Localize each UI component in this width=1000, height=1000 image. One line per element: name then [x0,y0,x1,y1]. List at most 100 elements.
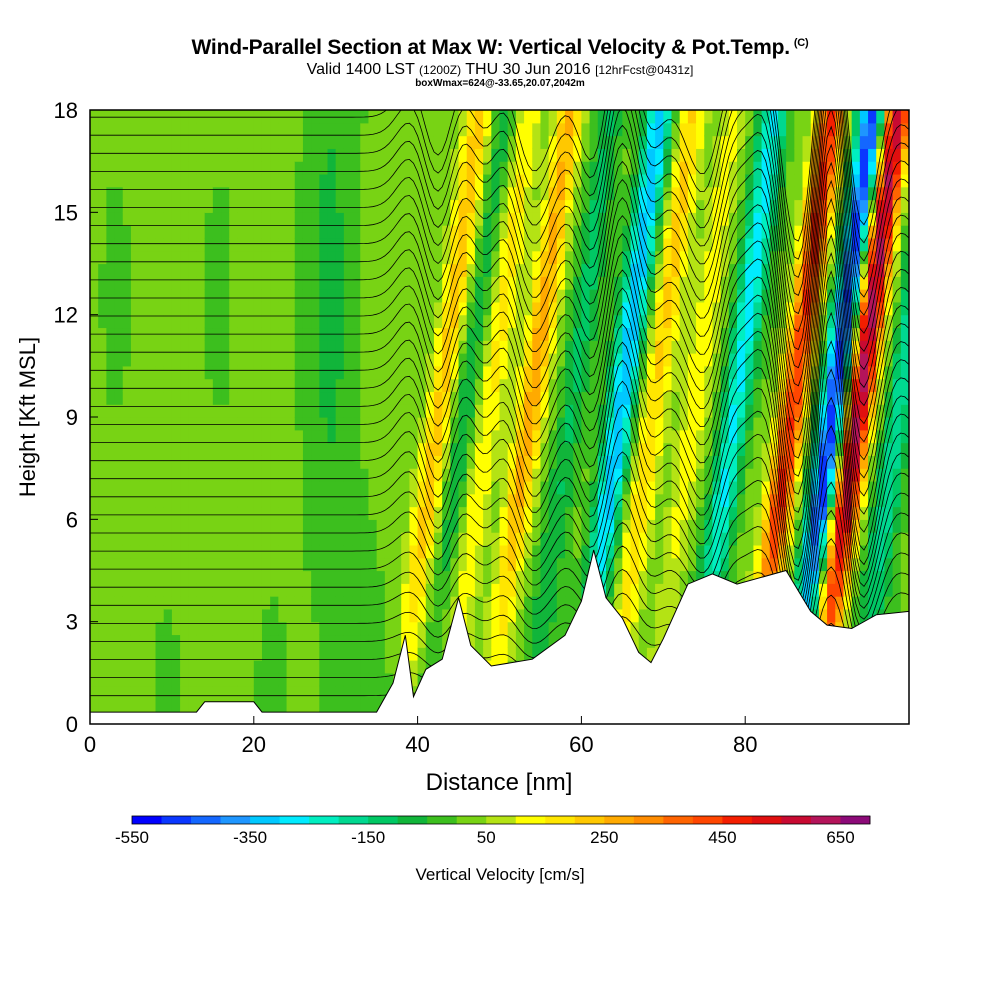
field-cell [417,263,427,277]
field-cell [270,544,279,559]
field-cell [302,544,312,559]
field-cell [589,442,599,456]
field-cell [818,314,828,329]
field-cell [655,353,664,367]
field-cell [605,557,615,572]
field-cell [261,621,271,636]
field-cell [409,212,419,226]
field-cell [352,647,361,661]
field-cell [139,301,148,316]
field-cell [90,186,99,201]
field-cell [155,493,165,508]
field-cell [237,570,247,584]
field-cell [139,135,148,149]
field-cell [565,161,574,175]
field-cell [343,365,353,380]
field-cell [696,557,705,572]
field-cell [859,468,869,482]
field-cell [139,698,148,712]
field-cell [589,225,599,239]
field-cell [98,263,107,277]
field-cell [278,404,288,418]
field-cell [212,212,222,226]
field-cell [122,685,132,700]
field-cell [712,417,722,431]
field-cell [745,148,754,162]
field-cell [696,391,705,405]
field-cell [286,506,296,520]
field-cell [171,570,181,584]
field-cell [196,212,206,226]
field-cell [261,161,271,175]
field-cell [188,493,198,508]
field-cell [221,480,230,495]
field-cell [311,672,320,687]
field-cell [237,596,247,610]
field-cell [384,110,394,124]
colorbar-swatch [722,816,753,824]
field-cell [368,455,378,469]
field-cell [483,263,492,277]
field-cell [130,519,140,533]
field-cell [261,340,271,354]
field-cell [433,263,443,277]
field-cell [327,493,337,508]
field-cell [663,353,673,367]
field-cell [581,544,591,559]
field-cell [106,250,116,265]
field-cell [900,417,909,431]
field-cell [843,391,853,405]
field-cell [704,289,714,303]
field-cell [655,608,664,623]
field-cell [663,263,673,277]
field-cell [458,404,468,418]
field-cell [638,532,648,546]
field-cell [401,544,411,559]
field-cell [171,429,181,444]
field-cell [786,301,795,316]
field-cell [130,365,140,380]
field-cell [196,442,206,456]
field-cell [98,685,107,700]
field-cell [188,519,198,533]
field-cell [524,493,533,508]
field-cell [286,212,296,226]
field-cell [409,340,419,354]
field-cell [507,110,517,124]
field-cell [261,544,271,559]
field-cell [155,532,165,546]
field-cell [638,417,648,431]
field-cell [368,698,378,712]
field-cell [147,301,157,316]
field-cell [687,519,697,533]
field-cell [442,544,451,559]
field-cell [786,378,795,393]
field-cell [548,557,558,572]
field-cell [368,660,378,674]
field-cell [728,301,738,316]
field-cell [466,429,476,444]
field-cell [548,608,558,623]
field-cell [229,672,239,687]
field-cell [147,647,157,661]
field-cell [630,276,640,290]
field-cell [843,519,853,533]
field-cell [818,532,828,546]
field-cell [556,608,566,623]
field-cell [147,289,157,303]
field-cell [573,250,582,265]
field-cell [818,506,828,520]
field-cell [687,417,697,431]
field-cell [180,519,189,533]
field-cell [761,519,771,533]
field-cell [499,544,509,559]
field-cell [294,544,304,559]
field-cell [409,314,419,329]
field-cell [491,506,501,520]
colorbar-swatch [368,816,399,824]
field-cell [352,468,361,482]
field-cell [180,365,189,380]
field-cell [180,647,189,661]
field-cell [384,340,394,354]
field-cell [245,429,255,444]
